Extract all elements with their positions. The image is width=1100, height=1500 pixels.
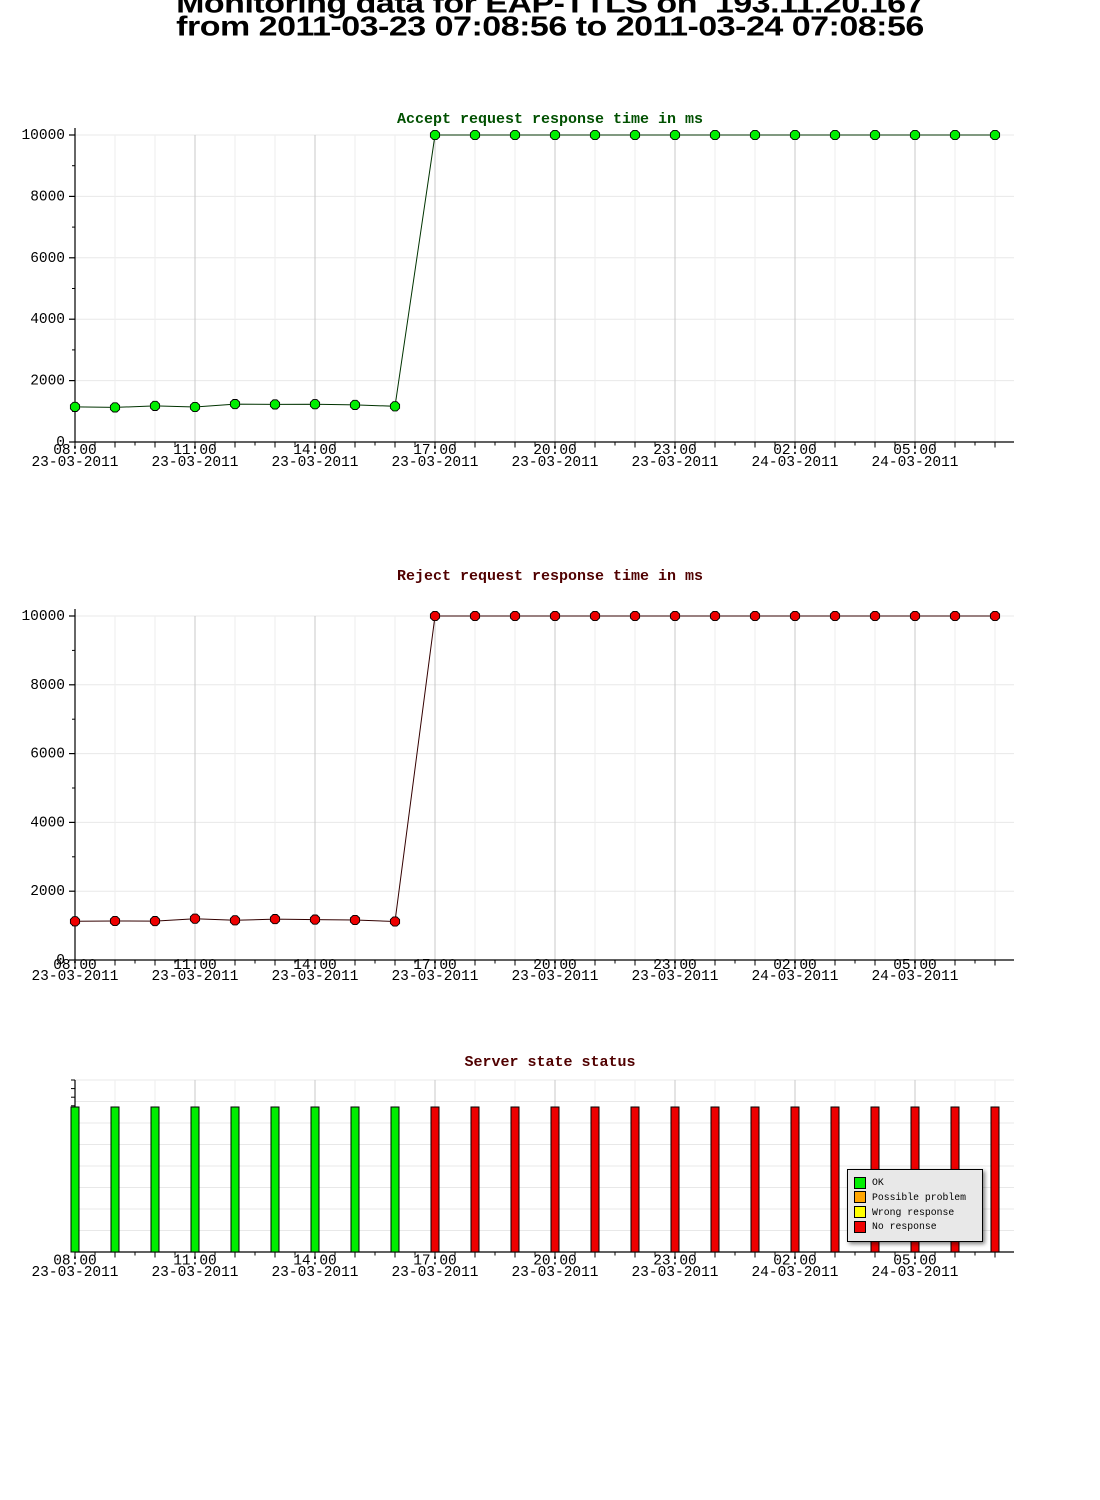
svg-text:23-03-2011: 23-03-2011 — [511, 1265, 598, 1281]
svg-text:23-03-2011: 23-03-2011 — [151, 1265, 238, 1281]
svg-text:23-03-2011: 23-03-2011 — [391, 1265, 478, 1281]
svg-text:24-03-2011: 24-03-2011 — [751, 1265, 838, 1281]
svg-text:23-03-2011: 23-03-2011 — [631, 1265, 718, 1281]
svg-text:24-03-2011: 24-03-2011 — [871, 1265, 958, 1281]
svg-text:Server state status: Server state status — [464, 1054, 635, 1071]
svg-text:23-03-2011: 23-03-2011 — [31, 1265, 118, 1281]
svg-text:23-03-2011: 23-03-2011 — [271, 1265, 358, 1281]
